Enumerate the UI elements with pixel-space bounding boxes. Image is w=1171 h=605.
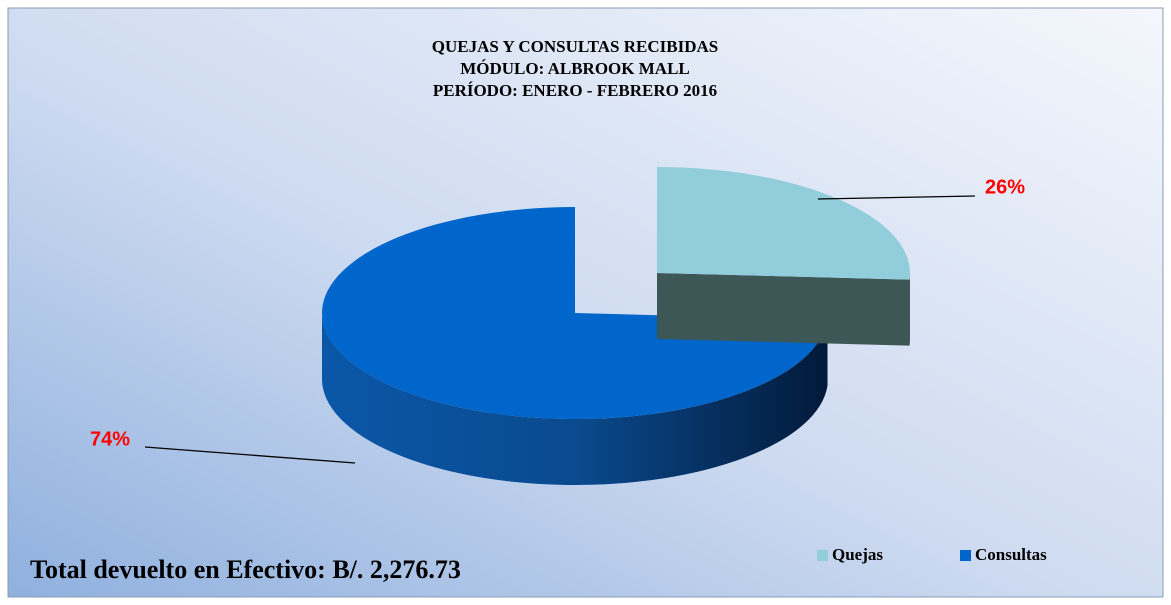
legend-swatch xyxy=(960,550,971,561)
data-label: 26% xyxy=(985,176,1025,198)
slice xyxy=(322,207,828,419)
legend-swatch xyxy=(817,550,828,561)
legend-label: Quejas xyxy=(832,545,883,564)
data-label: 74% xyxy=(90,428,130,450)
legend-label: Consultas xyxy=(975,545,1047,564)
pie xyxy=(322,167,910,485)
slice-face xyxy=(657,273,910,346)
annotation: Total devuelto en Efectivo: B/. 2,276.73 xyxy=(30,555,461,584)
chart-title: PERÍODO: ENERO - FEBRERO 2016 xyxy=(433,81,717,100)
slice xyxy=(657,167,910,280)
chart-title: MÓDULO: ALBROOK MALL xyxy=(460,59,690,78)
chart-title: QUEJAS Y CONSULTAS RECIBIDAS xyxy=(432,37,718,56)
leader-line xyxy=(144,446,356,464)
leader-line xyxy=(817,195,976,200)
plot-background xyxy=(7,7,1164,598)
slice-side xyxy=(322,313,828,485)
